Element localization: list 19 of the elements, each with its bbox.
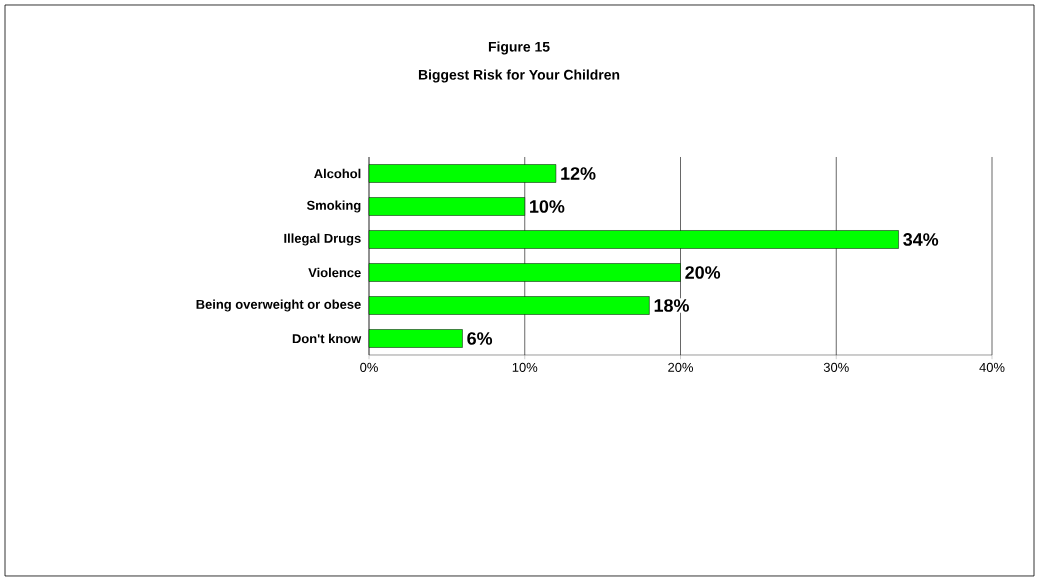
chart-title: Figure 15 bbox=[488, 41, 550, 55]
x-tick-label: 10% bbox=[512, 362, 538, 372]
y-tick-label: Smoking bbox=[306, 200, 361, 213]
data-label: 12% bbox=[561, 167, 596, 180]
data-label: 6% bbox=[467, 332, 493, 345]
y-tick-label: Illegal Drugs bbox=[284, 233, 361, 246]
data-label: 20% bbox=[685, 266, 721, 279]
y-tick-label: Alcohol bbox=[314, 168, 361, 179]
x-tick-label: 40% bbox=[979, 362, 1005, 372]
y-tick-label: Don't know bbox=[292, 333, 362, 344]
y-tick-label: Violence bbox=[308, 267, 361, 278]
data-label: 10% bbox=[530, 200, 565, 213]
data-label: 34% bbox=[903, 233, 939, 246]
data-label: 18% bbox=[654, 299, 689, 312]
x-tick-label: 0% bbox=[360, 362, 378, 372]
chart-subtitle: Biggest Risk for Your Children bbox=[418, 69, 620, 83]
y-tick-label: Being overweight or obese bbox=[196, 299, 361, 312]
x-tick-label: 30% bbox=[823, 362, 849, 372]
x-tick-label: 20% bbox=[668, 362, 694, 372]
